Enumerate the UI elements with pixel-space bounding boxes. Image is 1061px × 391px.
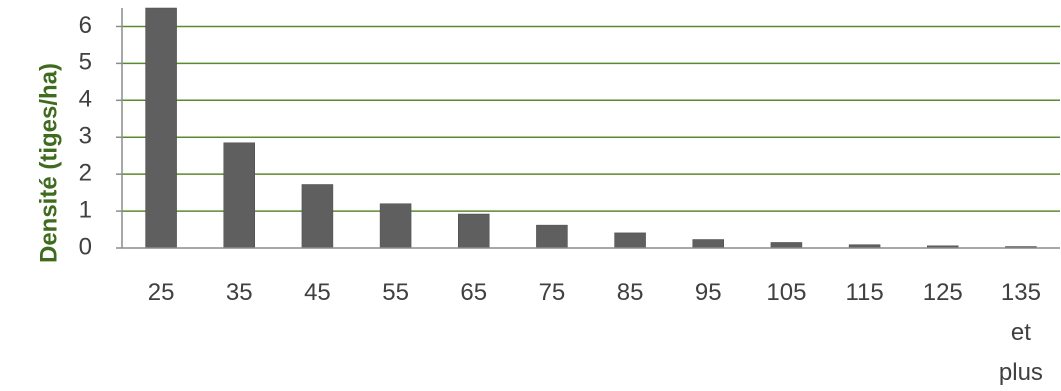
- x-tick-label-25: 25: [148, 279, 175, 306]
- x-tick-label-65: 65: [460, 279, 487, 306]
- x-tick-label-125: 125: [923, 279, 963, 306]
- y-tick-label-4: 4: [79, 86, 92, 113]
- bar-85: [614, 232, 646, 249]
- y-tick-label-6: 6: [79, 12, 92, 39]
- y-axis-title: Densité (tiges/ha): [35, 63, 62, 263]
- y-tick-label-3: 3: [79, 123, 92, 150]
- bars: [145, 7, 1037, 249]
- x-tick-label-95: 95: [695, 279, 722, 306]
- bar-35: [223, 142, 255, 249]
- bar-65: [458, 213, 490, 249]
- x-tick-label-35: 35: [226, 279, 253, 306]
- bar-25: [145, 7, 177, 249]
- bar-55: [379, 203, 412, 249]
- bar-95: [692, 239, 724, 249]
- y-tick-label-2: 2: [79, 159, 92, 186]
- bar-75: [536, 224, 568, 249]
- bar-45: [301, 184, 334, 249]
- bar-105: [770, 242, 803, 249]
- x-tick-label-115: 115: [845, 279, 883, 306]
- y-tick-label-5: 5: [79, 49, 92, 76]
- gridlines: [122, 25, 1060, 212]
- x-tick-label-55: 55: [382, 279, 409, 306]
- y-tick-label-0: 0: [79, 233, 92, 260]
- x-tick-label-45: 45: [304, 279, 331, 306]
- axes: [116, 8, 1060, 249]
- y-tick-labels: 0 1 2 3 4 5 6: [79, 12, 92, 261]
- x-tick-label-135-et-plus: 135 et plus: [999, 279, 1043, 386]
- x-tick-label-85: 85: [617, 279, 644, 306]
- y-tick-label-1: 1: [79, 196, 92, 223]
- x-tick-label-105: 105: [766, 279, 806, 306]
- x-tick-label-75: 75: [539, 279, 566, 306]
- x-tick-labels: 25 35 45 55 65 75 85 95 105 115 125 135 et plus: [148, 279, 1043, 386]
